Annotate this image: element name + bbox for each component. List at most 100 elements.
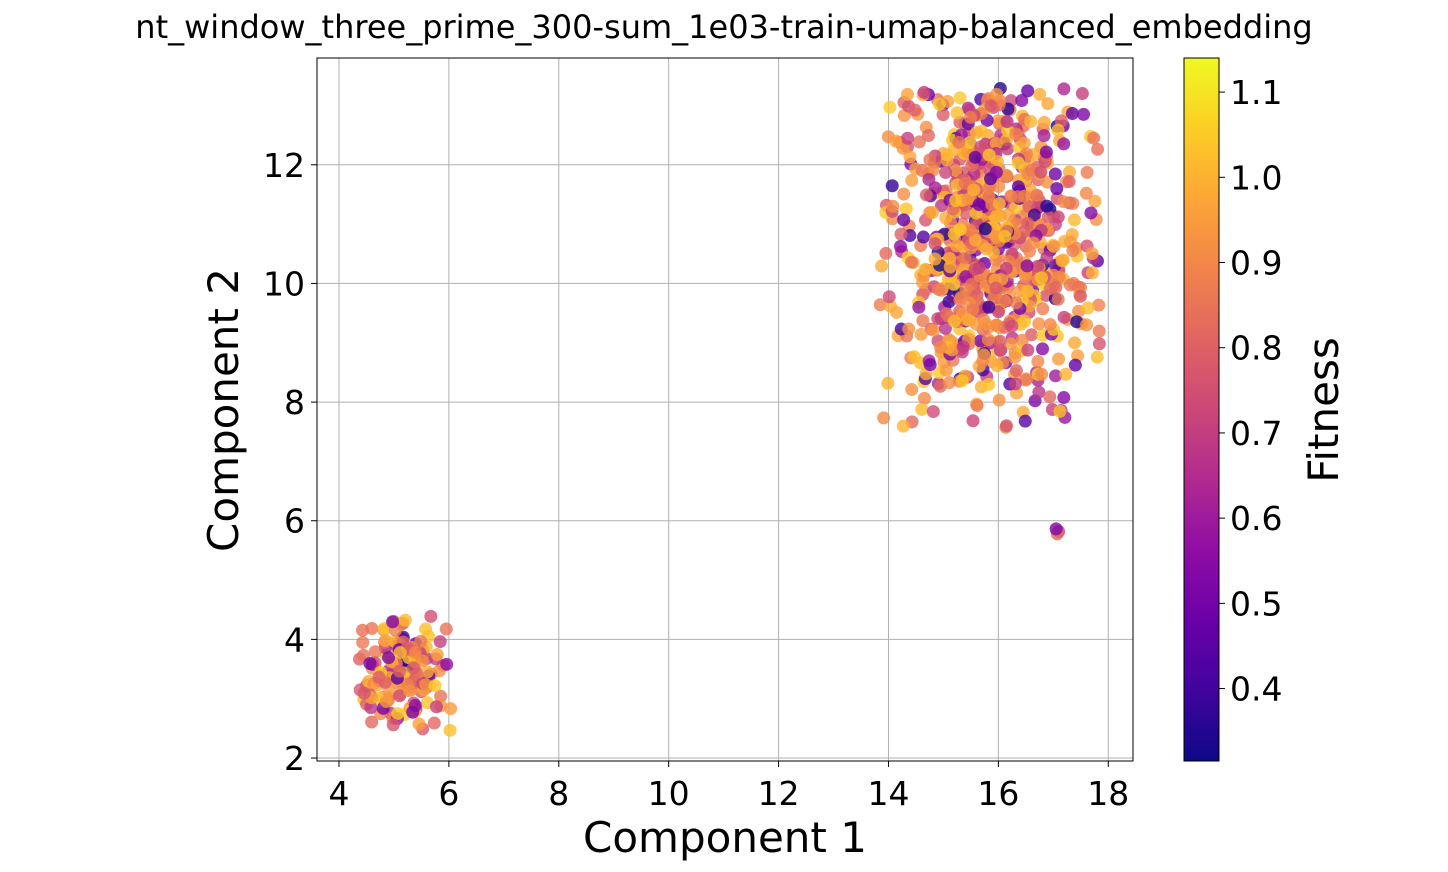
colorbar xyxy=(1183,57,1220,762)
scatter-point xyxy=(998,229,1012,243)
colorbar-tick-label: 0.6 xyxy=(1230,499,1282,538)
scatter-point xyxy=(1001,208,1015,222)
scatter-point xyxy=(875,259,889,273)
scatter-point xyxy=(1037,115,1051,129)
scatter-point xyxy=(1051,210,1065,224)
scatter-point xyxy=(993,344,1007,358)
scatter-point xyxy=(912,135,926,149)
scatter-point xyxy=(1049,281,1063,295)
scatter-point xyxy=(928,252,942,266)
scatter-point xyxy=(408,645,422,659)
scatter-point xyxy=(393,646,407,660)
scatter-point xyxy=(989,165,1003,179)
scatter-point xyxy=(1091,142,1105,156)
scatter-point xyxy=(1049,522,1063,536)
scatter-point xyxy=(926,405,940,419)
scatter-point xyxy=(391,707,405,721)
y-tick-label: 12 xyxy=(263,146,305,185)
scatter-point xyxy=(356,635,370,649)
chart-title: nt_window_three_prime_300-sum_1e03-train… xyxy=(135,8,1313,46)
scatter-point xyxy=(972,198,986,212)
scatter-point xyxy=(430,648,444,662)
scatter-point xyxy=(993,334,1007,348)
scatter-point xyxy=(932,283,946,297)
scatter-point xyxy=(873,298,887,312)
scatter-point xyxy=(934,340,948,354)
scatter-point xyxy=(966,303,980,317)
scatter-point xyxy=(959,282,973,296)
y-tick-label: 8 xyxy=(284,383,305,422)
x-tick-label: 6 xyxy=(438,774,459,813)
scatter-point xyxy=(1079,186,1093,200)
scatter-point xyxy=(940,148,954,162)
scatter-point xyxy=(1017,136,1031,150)
scatter-point xyxy=(1043,390,1057,404)
scatter-point xyxy=(1021,285,1035,299)
scatter-point xyxy=(1077,107,1091,121)
colorbar-tick-label: 0.7 xyxy=(1230,414,1282,453)
scatter-point xyxy=(1048,167,1062,181)
scatter-point xyxy=(1087,131,1101,145)
scatter-point xyxy=(963,136,977,150)
scatter-point xyxy=(1030,188,1044,202)
scatter-point xyxy=(989,318,1003,332)
scatter-point xyxy=(356,623,370,637)
scatter-point xyxy=(1062,165,1076,179)
scatter-point xyxy=(1081,301,1095,315)
scatter-point xyxy=(908,103,922,117)
scatter-point xyxy=(1033,87,1047,101)
scatter-point xyxy=(982,377,996,391)
scatter-point xyxy=(884,299,898,313)
scatter-point xyxy=(1041,97,1055,111)
scatter-point xyxy=(1000,115,1014,129)
scatter-point xyxy=(386,615,400,629)
scatter-point xyxy=(1092,298,1106,312)
scatter-point xyxy=(1043,318,1057,332)
scatter-point xyxy=(1090,350,1104,364)
scatter-point xyxy=(950,106,964,120)
scatter-point xyxy=(364,701,378,715)
scatter-point xyxy=(1009,296,1023,310)
scatter-point xyxy=(968,233,982,247)
scatter-point xyxy=(896,419,910,433)
scatter-point xyxy=(967,183,981,197)
scatter-point xyxy=(1015,333,1029,347)
scatter-point xyxy=(979,317,993,331)
scatter-point xyxy=(1070,315,1084,329)
scatter-point xyxy=(1053,404,1067,418)
scatter-point xyxy=(439,622,453,636)
scatter-point xyxy=(948,314,962,328)
scatter-point xyxy=(1019,270,1033,284)
scatter-point xyxy=(964,110,978,124)
scatter-point xyxy=(894,227,908,241)
x-tick-label: 16 xyxy=(977,774,1019,813)
scatter-point xyxy=(901,131,915,145)
scatter-point xyxy=(1039,145,1053,159)
scatter-point xyxy=(1031,259,1045,273)
scatter-point xyxy=(427,716,441,730)
scatter-point xyxy=(357,686,371,700)
scatter-point xyxy=(883,100,897,114)
colorbar-ticks: 0.4 0.5 0.6 0.7 0.8 0.9 1.0 1.1 xyxy=(1219,73,1282,709)
y-tick-label: 4 xyxy=(284,620,305,659)
scatter-point xyxy=(939,165,953,179)
scatter-point xyxy=(1050,182,1064,196)
scatter-point xyxy=(882,290,896,304)
colorbar-tick-label: 1.0 xyxy=(1230,158,1282,197)
scatter-point xyxy=(997,294,1011,308)
scatter-point xyxy=(963,223,977,237)
scatter-point xyxy=(982,148,996,162)
scatter-point xyxy=(894,239,908,253)
scatter-point xyxy=(393,689,407,703)
scatter-point xyxy=(970,126,984,140)
scatter-point xyxy=(958,251,972,265)
scatter-point xyxy=(1009,364,1023,378)
scatter-point xyxy=(959,206,973,220)
scatter-point xyxy=(1068,336,1082,350)
scatter-point xyxy=(916,276,930,290)
x-tick-label: 12 xyxy=(758,774,800,813)
scatter-point xyxy=(877,411,891,425)
scatter-point xyxy=(1092,337,1106,351)
scatter-point xyxy=(936,108,950,122)
scatter-point xyxy=(902,322,916,336)
